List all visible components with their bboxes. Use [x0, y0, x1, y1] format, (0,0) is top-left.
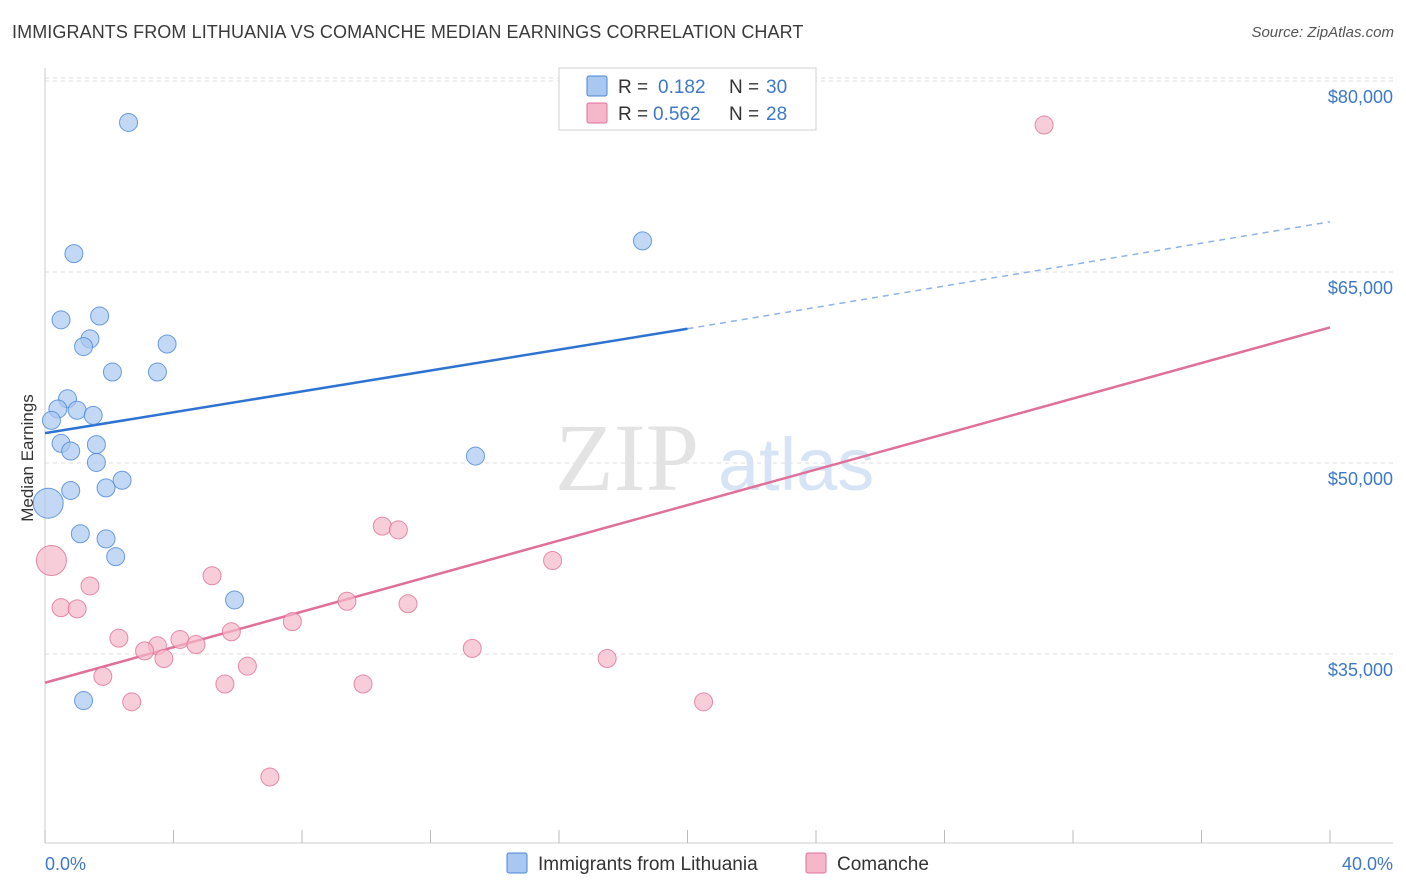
- point-lithuania: [61, 480, 81, 500]
- y-tick-label: $50,000: [1328, 469, 1393, 489]
- chart-title: IMMIGRANTS FROM LITHUANIA VS COMANCHE ME…: [12, 22, 804, 42]
- point-lithuania: [41, 410, 61, 430]
- point-comanche: [109, 628, 129, 648]
- point-comanche: [388, 520, 408, 540]
- point-comanche: [135, 641, 155, 661]
- point-lithuania: [74, 337, 94, 357]
- point-lithuania: [96, 529, 116, 549]
- point-lithuania: [102, 362, 122, 382]
- legend-r-label-2: R =: [618, 104, 648, 125]
- point-comanche: [372, 516, 392, 536]
- watermark-zip: ZIP: [555, 404, 699, 511]
- y-tick-label: $65,000: [1328, 278, 1393, 298]
- data-points: [32, 112, 1054, 787]
- watermark: ZIP atlas: [555, 404, 874, 511]
- point-lithuania: [157, 334, 177, 354]
- legend-n-label-1: N =: [729, 77, 759, 98]
- series-legend: Immigrants from Lithuania Comanche: [506, 852, 929, 875]
- legend-swatch-lithuania: [586, 75, 608, 97]
- point-comanche: [237, 656, 257, 676]
- x-tick-label-min: 0.0%: [45, 854, 86, 874]
- point-comanche: [35, 544, 67, 576]
- point-comanche: [93, 666, 113, 686]
- point-lithuania: [90, 306, 110, 326]
- bottom-legend-swatch-comanche: [805, 852, 827, 874]
- legend-n-label-2: N =: [729, 104, 759, 125]
- y-tick-label: $35,000: [1328, 660, 1393, 680]
- watermark-atlas: atlas: [718, 423, 874, 506]
- point-lithuania: [86, 452, 106, 472]
- legend-r-label-1: R =: [618, 77, 648, 98]
- point-lithuania: [96, 478, 116, 498]
- axes: $35,000 $50,000 $65,000 $80,000 0.0% 40.0%: [44, 68, 1393, 874]
- y-tick-label: $80,000: [1328, 87, 1393, 107]
- point-comanche: [186, 635, 206, 655]
- point-lithuania: [465, 446, 485, 466]
- trend-line-lithuania-extension: [687, 221, 1331, 330]
- point-comanche: [398, 594, 418, 614]
- trend-lines: [44, 221, 1331, 684]
- point-comanche: [51, 598, 71, 618]
- x-tick-label-max: 40.0%: [1342, 854, 1393, 874]
- point-comanche: [260, 767, 280, 787]
- point-comanche: [221, 622, 241, 642]
- source-label: Source: ZipAtlas.com: [1251, 24, 1394, 41]
- point-comanche: [154, 649, 174, 669]
- legend-r-value-1: 0.182: [658, 77, 706, 98]
- point-comanche: [694, 692, 714, 712]
- point-lithuania: [119, 112, 139, 132]
- legend-n-value-2: 28: [766, 104, 787, 125]
- point-lithuania: [64, 244, 84, 264]
- point-comanche: [337, 591, 357, 611]
- point-lithuania: [83, 405, 103, 425]
- point-comanche: [543, 550, 563, 570]
- point-lithuania: [74, 691, 94, 711]
- y-axis-label: Median Earnings: [18, 394, 37, 522]
- legend-swatch-comanche: [586, 102, 608, 124]
- point-comanche: [67, 599, 87, 619]
- point-comanche: [170, 629, 190, 649]
- point-comanche: [215, 674, 235, 694]
- point-comanche: [122, 692, 142, 712]
- bottom-legend-label-lithuania: Immigrants from Lithuania: [538, 854, 758, 875]
- point-lithuania: [147, 362, 167, 382]
- legend-n-value-1: 30: [766, 77, 787, 98]
- point-comanche: [282, 612, 302, 632]
- point-lithuania: [51, 310, 71, 330]
- point-lithuania: [86, 435, 106, 455]
- point-lithuania: [67, 400, 87, 420]
- bottom-legend-swatch-lithuania: [506, 852, 528, 874]
- point-lithuania: [61, 441, 81, 461]
- point-lithuania: [112, 470, 132, 490]
- point-comanche: [80, 576, 100, 596]
- point-lithuania: [32, 487, 64, 519]
- trend-line-comanche: [44, 326, 1331, 684]
- point-comanche: [202, 566, 222, 586]
- point-comanche: [597, 649, 617, 669]
- point-lithuania: [70, 524, 90, 544]
- point-lithuania: [225, 590, 245, 610]
- point-comanche: [1034, 115, 1054, 135]
- point-lithuania: [106, 547, 126, 567]
- stats-legend: R = 0.182 N = 30 R = 0.562 N = 28: [558, 67, 817, 131]
- legend-r-value-2: 0.562: [653, 104, 701, 125]
- point-comanche: [462, 638, 482, 658]
- bottom-legend-label-comanche: Comanche: [837, 854, 929, 875]
- point-comanche: [353, 674, 373, 694]
- trend-line-lithuania: [44, 327, 688, 435]
- point-lithuania: [633, 231, 653, 251]
